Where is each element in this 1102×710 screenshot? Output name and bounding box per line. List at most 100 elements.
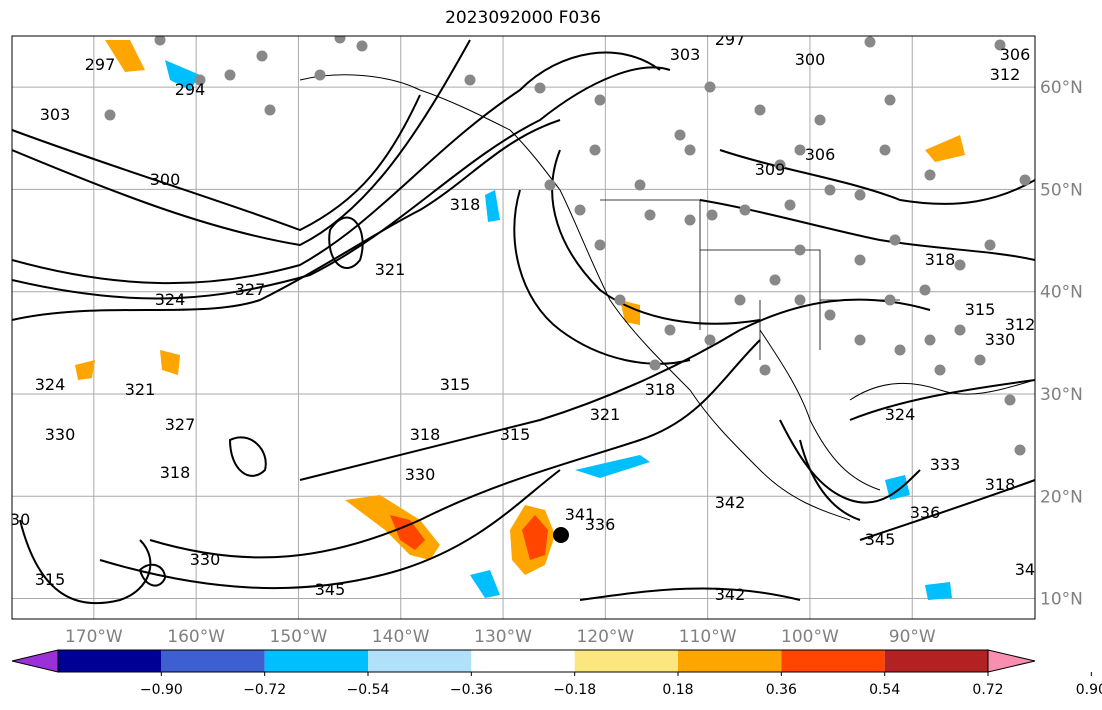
station-dot bbox=[854, 334, 866, 346]
contour-value-label: 345 bbox=[315, 580, 346, 599]
blue-shade-i bbox=[925, 582, 952, 600]
station-dot bbox=[894, 344, 906, 356]
contour-value-label: 315 bbox=[35, 570, 66, 589]
contour-line bbox=[228, 436, 267, 477]
station-dot bbox=[104, 109, 116, 121]
contour-line bbox=[299, 298, 931, 481]
station-dot bbox=[754, 104, 766, 116]
colorbar-tick-label: −0.90 bbox=[140, 682, 183, 698]
station-dot bbox=[264, 104, 276, 116]
chart-title: 2023092000 F036 bbox=[445, 8, 601, 28]
longitude-tick-labels: 170°W 160°W 150°W 140°W 130°W 120°W 110°W 100°W… bbox=[65, 627, 936, 647]
contour-value-label: 318 bbox=[450, 195, 481, 214]
station-dot bbox=[644, 209, 656, 221]
contour-value-label: 330 bbox=[45, 425, 76, 444]
contour-value-label: 315 bbox=[965, 300, 996, 319]
longitude-label: 140°W bbox=[372, 627, 430, 647]
orange-shade-e bbox=[925, 135, 965, 162]
contour-value-label: 300 bbox=[150, 170, 181, 189]
contour-value-label: 318 bbox=[925, 250, 956, 269]
state-borders bbox=[600, 199, 900, 360]
contour-value-label: 315 bbox=[440, 375, 471, 394]
latitude-label: 30°N bbox=[1040, 385, 1083, 405]
contour-line bbox=[859, 479, 1035, 541]
storm-red-shade bbox=[522, 515, 548, 560]
colorbar-tick-label: −0.18 bbox=[553, 682, 596, 698]
contour-value-label: 324 bbox=[885, 405, 916, 424]
contour-line bbox=[719, 149, 1035, 205]
station-dot bbox=[334, 36, 346, 44]
colorbar: −0.90 −0.72 −0.54 −0.36 −0.18 0.18 0.36 0.54 0.7… bbox=[11, 649, 1102, 698]
contour-value-label: 318 bbox=[410, 425, 441, 444]
station-dot bbox=[614, 294, 626, 306]
station-dot bbox=[794, 294, 806, 306]
colorbar-extend-max bbox=[987, 649, 1036, 673]
latitude-label: 60°N bbox=[1040, 78, 1083, 98]
station-dot bbox=[664, 324, 676, 336]
orange-shade-k bbox=[75, 360, 95, 380]
longitude-label: 90°W bbox=[889, 627, 936, 647]
contour-value-label: 297 bbox=[85, 55, 116, 74]
colorbar-tick-label: 0.36 bbox=[766, 682, 797, 698]
station-dot bbox=[674, 129, 686, 141]
station-dot bbox=[934, 364, 946, 376]
station-dot bbox=[734, 294, 746, 306]
station-dot bbox=[634, 179, 646, 191]
station-dot bbox=[884, 94, 896, 106]
colorbar-segment bbox=[161, 650, 265, 672]
red-shade-core bbox=[390, 515, 425, 550]
contour-value-label: 333 bbox=[930, 455, 961, 474]
station-dot bbox=[739, 204, 751, 216]
station-dot bbox=[984, 239, 996, 251]
station-dot bbox=[824, 184, 836, 196]
contour-line bbox=[779, 419, 921, 504]
contour-value-label: 318 bbox=[160, 463, 191, 482]
blue-shade-d bbox=[485, 190, 500, 222]
colorbar-tick-label: 0.90 bbox=[1076, 682, 1102, 698]
contour-value-label: 321 bbox=[590, 405, 621, 424]
station-dot bbox=[684, 214, 696, 226]
contour-lines bbox=[12, 39, 1035, 605]
station-dot bbox=[774, 159, 786, 171]
station-dot bbox=[879, 144, 891, 156]
longitude-label: 160°W bbox=[167, 627, 225, 647]
coastline-gulf bbox=[849, 379, 1035, 401]
station-dot bbox=[704, 334, 716, 346]
colorbar-tick-label: 0.54 bbox=[869, 682, 900, 698]
station-dot bbox=[889, 234, 901, 246]
orange-shade-g bbox=[620, 300, 640, 325]
station-dot bbox=[1004, 394, 1016, 406]
contour-line bbox=[579, 587, 801, 601]
coastlines bbox=[299, 74, 1035, 521]
station-dot bbox=[994, 39, 1006, 51]
contour-value-label: 341 bbox=[565, 505, 596, 524]
contour-value-label: 309 bbox=[755, 160, 786, 179]
contour-value-label: 324 bbox=[155, 290, 186, 309]
contour-value-label: 330 bbox=[985, 330, 1016, 349]
station-dot bbox=[824, 309, 836, 321]
colorbar-segment bbox=[368, 650, 472, 672]
contour-line bbox=[551, 149, 761, 325]
station-markers bbox=[104, 36, 1031, 456]
station-dot bbox=[594, 239, 606, 251]
colorbar-tick-label: −0.72 bbox=[243, 682, 286, 698]
coastline-mexico bbox=[759, 329, 881, 491]
contour-value-label: 321 bbox=[375, 260, 406, 279]
station-dot bbox=[814, 114, 826, 126]
longitude-label: 130°W bbox=[474, 627, 532, 647]
orange-shade-f bbox=[105, 40, 145, 72]
colorbar-tick-label: 0.72 bbox=[972, 682, 1003, 698]
blue-shade-a bbox=[575, 455, 650, 478]
contour-value-label: 336 bbox=[910, 503, 941, 522]
station-dot bbox=[924, 169, 936, 181]
contour-line bbox=[699, 199, 1035, 261]
station-dot bbox=[919, 284, 931, 296]
latitude-label: 40°N bbox=[1040, 283, 1083, 303]
station-dot bbox=[759, 364, 771, 376]
contour-line bbox=[12, 39, 471, 247]
latitude-label: 10°N bbox=[1040, 590, 1083, 610]
station-dot bbox=[594, 94, 606, 106]
contour-value-label: 294 bbox=[175, 80, 206, 99]
station-dot bbox=[256, 50, 268, 62]
